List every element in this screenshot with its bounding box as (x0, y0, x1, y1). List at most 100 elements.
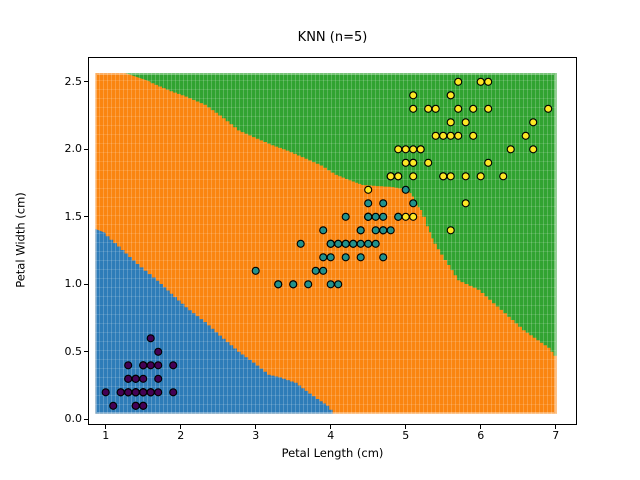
data-point-versicolor (341, 253, 350, 262)
data-point-versicolor (364, 199, 373, 208)
data-point-setosa (139, 374, 148, 383)
data-point-versicolor (341, 212, 350, 221)
data-point-setosa (131, 401, 140, 410)
y-tick-mark (84, 283, 88, 285)
x-tick-mark (105, 425, 107, 429)
x-tick-mark (405, 425, 407, 429)
data-point-setosa (139, 361, 148, 370)
data-point-versicolor (251, 266, 260, 275)
data-point-versicolor (311, 266, 320, 275)
data-point-setosa (124, 361, 133, 370)
x-tick-mark (480, 425, 482, 429)
data-point-virginica (409, 145, 418, 154)
data-point-virginica (424, 158, 433, 167)
data-point-versicolor (379, 226, 388, 235)
data-point-virginica (454, 104, 463, 113)
data-point-virginica (409, 158, 418, 167)
data-point-virginica (424, 104, 433, 113)
data-point-virginica (469, 131, 478, 140)
y-tick-mark (84, 216, 88, 218)
data-point-versicolor (326, 239, 335, 248)
data-point-versicolor (356, 239, 365, 248)
data-point-versicolor (334, 280, 343, 289)
y-tick-mark (84, 418, 88, 420)
data-point-virginica (416, 145, 425, 154)
data-point-versicolor (334, 239, 343, 248)
data-point-virginica (461, 172, 470, 181)
data-point-virginica (394, 172, 403, 181)
x-tick-mark (330, 425, 332, 429)
data-point-setosa (146, 334, 155, 343)
data-point-virginica (446, 118, 455, 127)
data-point-versicolor (364, 212, 373, 221)
data-point-virginica (401, 145, 410, 154)
data-point-virginica (484, 158, 493, 167)
data-point-versicolor (341, 239, 350, 248)
data-point-setosa (169, 361, 178, 370)
data-point-setosa (124, 374, 133, 383)
data-point-versicolor (319, 226, 328, 235)
y-tick-label: 1.0 (64, 277, 83, 291)
x-tick-label: 7 (552, 429, 560, 442)
x-tick-label: 4 (327, 429, 335, 442)
data-point-setosa (139, 401, 148, 410)
data-point-setosa (131, 374, 140, 383)
data-point-virginica (499, 172, 508, 181)
data-point-versicolor (296, 239, 305, 248)
data-point-versicolor (371, 212, 380, 221)
data-point-virginica (439, 131, 448, 140)
data-point-versicolor (364, 239, 373, 248)
data-point-versicolor (371, 239, 380, 248)
data-point-setosa (101, 388, 110, 397)
data-point-virginica (484, 77, 493, 86)
data-point-versicolor (319, 253, 328, 262)
data-point-setosa (131, 388, 140, 397)
y-tick-mark (84, 81, 88, 83)
data-point-setosa (139, 388, 148, 397)
y-tick-mark (84, 351, 88, 353)
data-point-setosa (154, 374, 163, 383)
data-point-virginica (386, 172, 395, 181)
data-point-setosa (154, 361, 163, 370)
data-point-virginica (476, 77, 485, 86)
data-point-virginica (461, 199, 470, 208)
data-point-setosa (169, 388, 178, 397)
data-point-virginica (409, 104, 418, 113)
x-tick-label: 3 (252, 429, 260, 442)
y-tick-label: 1.5 (64, 209, 83, 223)
data-point-virginica (446, 91, 455, 100)
x-tick-mark (555, 425, 557, 429)
data-point-setosa (154, 347, 163, 356)
x-axis-label: Petal Length (cm) (281, 446, 384, 460)
data-point-versicolor (371, 226, 380, 235)
data-point-versicolor (409, 199, 418, 208)
data-point-versicolor (386, 226, 395, 235)
data-point-setosa (124, 388, 133, 397)
data-point-virginica (484, 104, 493, 113)
y-tick-label: 2.0 (64, 142, 83, 156)
data-point-setosa (146, 388, 155, 397)
data-point-virginica (446, 226, 455, 235)
data-point-virginica (454, 131, 463, 140)
data-point-virginica (469, 104, 478, 113)
data-point-virginica (431, 104, 440, 113)
plot-title: KNN (n=5) (297, 30, 368, 45)
data-point-virginica (454, 77, 463, 86)
y-axis-label: Petal Width (cm) (13, 192, 28, 288)
data-point-virginica (529, 118, 538, 127)
data-point-virginica (461, 118, 470, 127)
data-point-virginica (506, 145, 515, 154)
x-tick-label: 2 (177, 429, 185, 442)
data-point-versicolor (379, 212, 388, 221)
x-tick-label: 6 (477, 429, 485, 442)
data-point-virginica (446, 172, 455, 181)
data-point-setosa (116, 388, 125, 397)
data-point-virginica (401, 212, 410, 221)
x-tick-label: 1 (102, 429, 110, 442)
data-point-virginica (431, 131, 440, 140)
data-point-versicolor (304, 280, 313, 289)
data-point-versicolor (326, 280, 335, 289)
data-point-virginica (521, 131, 530, 140)
data-point-versicolor (289, 280, 298, 289)
